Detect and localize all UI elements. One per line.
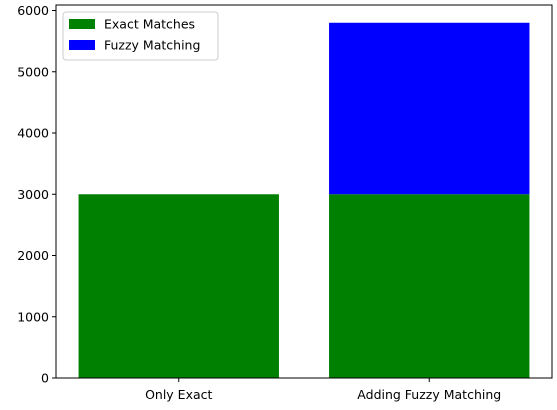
y-tick-label: 0 bbox=[41, 371, 49, 386]
x-tick-label: Adding Fuzzy Matching bbox=[357, 387, 501, 402]
legend-box bbox=[62, 11, 219, 61]
legend-swatch bbox=[69, 40, 95, 50]
bars-layer bbox=[78, 22, 530, 378]
y-tick-label: 3000 bbox=[17, 187, 49, 202]
legend: Exact Matches Fuzzy Matching bbox=[62, 11, 219, 61]
x-tick-label: Only Exact bbox=[145, 387, 212, 402]
bar-exact-matches-0 bbox=[78, 194, 279, 378]
y-tick-label: 4000 bbox=[17, 126, 49, 141]
y-tick-label: 1000 bbox=[17, 309, 49, 324]
legend-label: Exact Matches bbox=[104, 17, 195, 32]
y-tick-label: 5000 bbox=[17, 64, 49, 79]
legend-label: Fuzzy Matching bbox=[104, 38, 200, 53]
y-tick-label: 6000 bbox=[17, 3, 49, 18]
plot-frame bbox=[55, 4, 553, 379]
y-tick-label: 2000 bbox=[17, 248, 49, 263]
axes-layer bbox=[55, 4, 553, 379]
bar-fuzzy-matching-1 bbox=[329, 22, 530, 195]
bar-exact-matches-1 bbox=[329, 194, 530, 378]
ticks-layer: 0 1000 2000 3000 4000 5000 6000 Only Exact Addin… bbox=[17, 3, 501, 402]
legend-swatch bbox=[69, 19, 95, 29]
